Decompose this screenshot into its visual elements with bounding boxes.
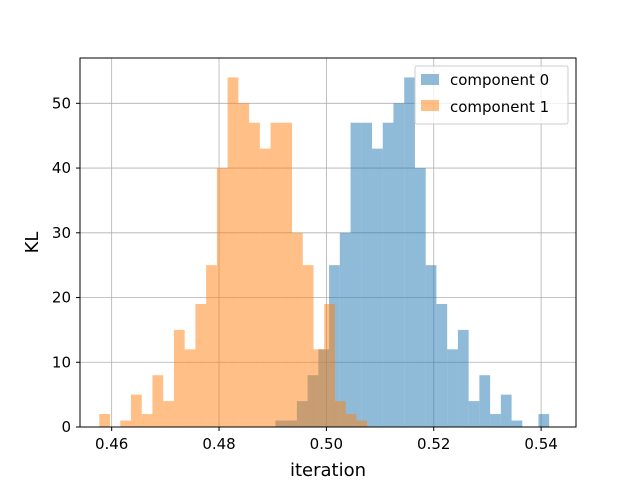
histogram-bars bbox=[99, 77, 550, 428]
histogram-bar-component-0 bbox=[436, 304, 448, 427]
histogram-bar-component-0 bbox=[339, 232, 351, 427]
histogram-bar-component-0 bbox=[382, 122, 394, 427]
histogram-bar-component-1 bbox=[227, 77, 239, 427]
histogram-bar-component-1 bbox=[99, 414, 111, 427]
histogram-bar-component-1 bbox=[270, 122, 282, 427]
y-tick-label: 50 bbox=[52, 94, 71, 112]
y-tick-label: 20 bbox=[52, 289, 71, 307]
legend-box bbox=[414, 65, 569, 125]
histogram-bar-component-1 bbox=[313, 349, 325, 427]
legend-swatch-component-1 bbox=[421, 100, 439, 111]
histogram-bar-component-1 bbox=[206, 265, 217, 427]
y-tick-label: 0 bbox=[61, 418, 71, 436]
y-tick-label: 40 bbox=[52, 159, 71, 177]
histogram-bar-component-1 bbox=[130, 394, 142, 427]
histogram-bar-component-0 bbox=[490, 414, 501, 427]
legend-label-component-1: component 1 bbox=[450, 98, 549, 116]
histogram-bar-component-0 bbox=[372, 148, 383, 427]
histogram-bar-component-1 bbox=[259, 148, 271, 427]
legend-label-component-0: component 0 bbox=[450, 71, 549, 89]
histogram-bar-component-1 bbox=[249, 122, 260, 427]
histogram-bar-component-0 bbox=[447, 349, 458, 427]
x-tick-label: 0.54 bbox=[524, 435, 557, 453]
histogram-bar-component-0 bbox=[404, 77, 415, 427]
histogram-bar-component-0 bbox=[468, 401, 480, 427]
histogram-bar-component-1 bbox=[302, 265, 314, 427]
x-tick-label: 0.46 bbox=[95, 435, 128, 453]
histogram-bar-component-1 bbox=[120, 420, 131, 427]
axis-ticks bbox=[76, 102, 542, 431]
x-tick-label: 0.50 bbox=[310, 435, 343, 453]
histogram-bar-component-1 bbox=[281, 122, 293, 427]
histogram-bar-component-0 bbox=[350, 122, 362, 427]
plot-frame bbox=[79, 57, 577, 428]
histogram-bar-component-0 bbox=[500, 394, 512, 427]
histogram-bar-component-1 bbox=[184, 349, 196, 427]
histogram-bar-component-1 bbox=[152, 375, 164, 427]
histogram-bar-component-0 bbox=[361, 122, 373, 427]
histogram-bar-component-1 bbox=[345, 414, 357, 427]
histogram-bar-component-0 bbox=[538, 414, 550, 427]
x-tick-label: 0.52 bbox=[417, 435, 450, 453]
histogram-bar-component-1 bbox=[216, 168, 228, 428]
legend: component 0 component 1 bbox=[414, 65, 569, 125]
x-tick-label: 0.48 bbox=[202, 435, 235, 453]
histogram-bar-component-1 bbox=[292, 232, 303, 427]
histogram-bar-component-1 bbox=[324, 304, 335, 427]
histogram-bar-component-0 bbox=[393, 103, 405, 427]
histogram-bar-component-0 bbox=[414, 168, 426, 428]
histogram-bar-component-1 bbox=[334, 401, 346, 427]
histogram-bar-component-1 bbox=[141, 414, 153, 427]
y-tick-label: 10 bbox=[52, 353, 71, 371]
legend-swatch-component-0 bbox=[421, 74, 439, 85]
histogram-bar-component-1 bbox=[195, 304, 207, 427]
histogram-bar-component-0 bbox=[425, 265, 437, 427]
histogram-bar-component-1 bbox=[356, 420, 368, 427]
x-axis-label: iteration bbox=[290, 460, 366, 480]
axis-tick-labels: 0.46 0.48 0.50 0.52 0.54 0 10 20 30 40 50 bbox=[52, 94, 558, 453]
histogram-bar-component-1 bbox=[163, 401, 174, 427]
histogram-bar-component-0 bbox=[457, 329, 469, 427]
y-tick-label: 30 bbox=[52, 224, 71, 242]
y-axis-label: KL bbox=[22, 232, 43, 254]
histogram-bar-component-1 bbox=[238, 103, 250, 427]
histogram-bar-component-0 bbox=[511, 420, 523, 427]
histogram-bar-component-1 bbox=[173, 329, 185, 427]
histogram-bar-component-0 bbox=[479, 375, 491, 427]
